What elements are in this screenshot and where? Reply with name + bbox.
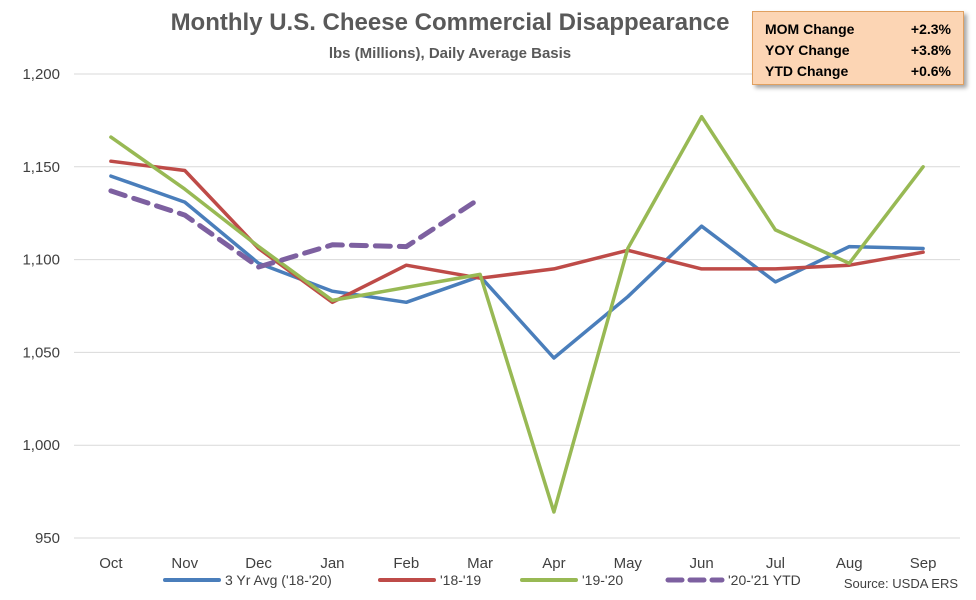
x-axis: Oct Nov Dec Jan Feb Mar Apr May Jun Jul Aug Sep [99, 555, 936, 572]
legend-label: '18-'19 [440, 572, 481, 588]
stats-row-ytd: YTD Change +0.6% [765, 63, 951, 83]
stats-label: MOM Change [765, 21, 855, 37]
chart-subtitle: lbs (Millions), Daily Average Basis [329, 45, 571, 62]
x-tick-label: Feb [393, 555, 419, 572]
x-tick-label: Dec [245, 555, 272, 572]
series-line [109, 159, 925, 305]
y-tick-label: 950 [35, 530, 60, 547]
series-line [109, 174, 925, 360]
legend-label: '20-'21 YTD [728, 572, 801, 588]
x-tick-label: Jan [320, 555, 344, 572]
series-lines [108, 114, 925, 514]
x-tick-label: Oct [99, 555, 123, 572]
series-line [109, 114, 925, 514]
x-tick-label: Jul [766, 555, 785, 572]
stats-label: YOY Change [765, 42, 850, 58]
stats-value: +2.3% [910, 21, 951, 37]
y-tick-label: 1,050 [22, 344, 60, 361]
legend: 3 Yr Avg ('18-'20) '18-'19 '19-'20 '20-'21 … [163, 572, 801, 588]
y-axis: 950 1,000 1,050 1,100 1,150 1,200 [22, 66, 60, 547]
stats-label: YTD Change [765, 63, 849, 79]
x-tick-label: Jun [689, 555, 713, 572]
x-tick-label: Apr [542, 555, 565, 572]
y-tick-label: 1,100 [22, 252, 60, 269]
x-tick-label: Aug [836, 555, 863, 572]
y-tick-label: 1,200 [22, 66, 60, 83]
x-tick-label: Mar [467, 555, 493, 572]
y-tick-label: 1,000 [22, 437, 60, 454]
gridlines [74, 73, 960, 539]
y-tick-label: 1,150 [22, 159, 60, 176]
legend-label: '19-'20 [582, 572, 623, 588]
x-tick-label: Sep [910, 555, 937, 572]
stats-value: +0.6% [910, 63, 951, 79]
series-line [108, 188, 483, 270]
legend-label: 3 Yr Avg ('18-'20) [225, 572, 332, 588]
stats-value: +3.8% [910, 42, 951, 58]
source-note: Source: USDA ERS [844, 576, 958, 591]
x-tick-label: Nov [171, 555, 198, 572]
chart-title: Monthly U.S. Cheese Commercial Disappear… [171, 9, 730, 36]
stats-row-yoy: YOY Change +3.8% [765, 42, 951, 62]
x-tick-label: May [614, 555, 643, 572]
stats-box: MOM Change +2.3% YOY Change +3.8% YTD Ch… [752, 11, 964, 85]
stats-row-mom: MOM Change +2.3% [765, 21, 951, 41]
